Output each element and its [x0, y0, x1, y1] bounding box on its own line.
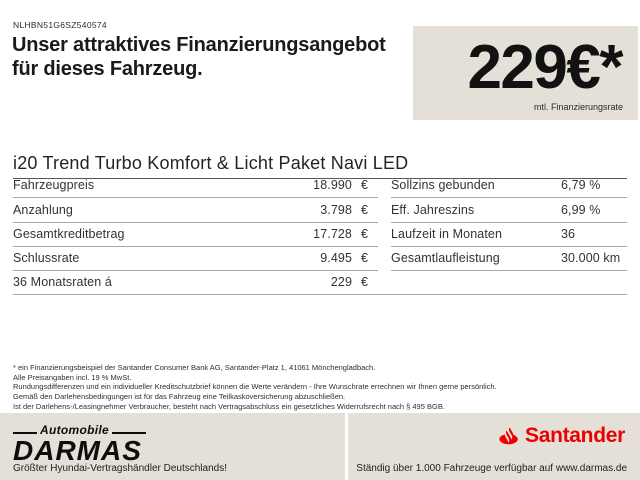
footer-bank-section: Santander Ständig über 1.000 Fahrzeuge v… — [348, 413, 640, 480]
dealer-logo-name: DARMAS — [13, 435, 142, 466]
footer: Automobile DARMAS Größter Hyundai-Vertra… — [0, 413, 640, 480]
fine-print-line: Rundungsdifferenzen und ein individuelle… — [13, 382, 497, 392]
dealer-tagline: Größter Hyundai-Vertragshändler Deutschl… — [13, 463, 227, 474]
footer-divider — [345, 413, 348, 480]
offer-heading: Unser attraktives Finanzierungsangebot f… — [12, 33, 386, 81]
row-currency: € — [360, 178, 368, 193]
row-value: 30.000 km — [561, 251, 621, 266]
santander-logo: Santander — [497, 425, 625, 446]
table-row: Sollzins gebunden 6,79 % — [391, 174, 627, 199]
dealer-logo-top-label: Automobile — [40, 423, 109, 437]
table-row: Laufzeit in Monaten 36 — [391, 223, 627, 247]
fine-print-line: * ein Finanzierungsbeispiel der Santande… — [13, 363, 376, 372]
row-currency: € — [360, 202, 368, 217]
row-value: 9.495 — [320, 251, 352, 266]
row-value: 3.798 — [320, 202, 352, 217]
table-row: Fahrzeugpreis 18.990 € — [13, 174, 378, 199]
row-label: Anzahlung — [13, 202, 73, 217]
row-currency: € — [360, 275, 368, 290]
finance-table-left-column: Fahrzeugpreis 18.990 € Anzahlung 3.798 €… — [13, 174, 378, 272]
row-label: Fahrzeugpreis — [13, 178, 95, 193]
bank-tagline: Ständig über 1.000 Fahrzeuge verfügbar a… — [356, 463, 627, 474]
vin-code: NLHBN51G6SZ540574 — [13, 20, 107, 30]
row-label: 36 Monatsraten á — [13, 275, 112, 290]
offer-heading-line1: Unser attraktives Finanzierungsangebot — [12, 34, 386, 56]
row-value: 6,79 % — [561, 178, 601, 193]
offer-heading-line2: für dieses Fahrzeug. — [12, 58, 203, 80]
row-value: 36 — [561, 226, 576, 241]
fine-print-line: Ist der Darlehens-/Leasingnehmer Verbrau… — [13, 401, 445, 411]
row-label: Eff. Jahreszins — [391, 202, 475, 217]
row-label: Laufzeit in Monaten — [391, 226, 503, 241]
santander-logo-text: Santander — [525, 424, 625, 447]
row-value: 229 — [330, 275, 352, 290]
finance-table-right-column: Sollzins gebunden 6,79 % Eff. Jahreszins… — [391, 174, 627, 272]
row-value: 18.990 — [313, 178, 352, 193]
table-row: 36 Monatsraten á 229 € — [13, 271, 627, 296]
table-row: Anzahlung 3.798 € — [13, 198, 378, 223]
row-label: Sollzins gebunden — [391, 178, 495, 193]
table-row: Gesamtlaufleistung 30.000 km — [391, 247, 627, 272]
fine-print-line: Gemäß den Darlehensbedingungen ist für d… — [13, 392, 346, 402]
table-row: Eff. Jahreszins 6,99 % — [391, 198, 627, 223]
row-currency: € — [360, 226, 368, 241]
row-label: Gesamtkreditbetrag — [13, 226, 125, 241]
row-label: Schlussrate — [13, 251, 80, 266]
table-row: Schlussrate 9.495 € — [13, 247, 378, 272]
fine-print: * ein Finanzierungsbeispiel der Santande… — [13, 363, 613, 412]
row-value: 17.728 — [313, 226, 352, 241]
vehicle-title: i20 Trend Turbo Komfort & Licht Paket Na… — [13, 153, 627, 179]
santander-flame-icon — [497, 425, 520, 446]
price-caption: mtl. Finanzierungsrate — [533, 102, 623, 112]
row-label: Gesamtlaufleistung — [391, 251, 500, 266]
row-value: 6,99 % — [561, 202, 601, 217]
price-box: 229€* mtl. Finanzierungsrate — [413, 26, 638, 120]
price-amount: 229€* — [467, 33, 623, 102]
table-row: Gesamtkreditbetrag 17.728 € — [13, 223, 378, 247]
row-currency: € — [360, 251, 368, 266]
fine-print-line: Alle Preisangaben incl. 19 % MwSt. — [13, 372, 132, 382]
logo-rule-right — [112, 431, 146, 434]
dealer-logo: Automobile DARMAS — [13, 424, 146, 465]
footer-dealer-section: Automobile DARMAS Größter Hyundai-Vertra… — [0, 413, 345, 480]
finance-table: Fahrzeugpreis 18.990 € Anzahlung 3.798 €… — [13, 174, 627, 296]
logo-rule-left — [13, 431, 37, 434]
